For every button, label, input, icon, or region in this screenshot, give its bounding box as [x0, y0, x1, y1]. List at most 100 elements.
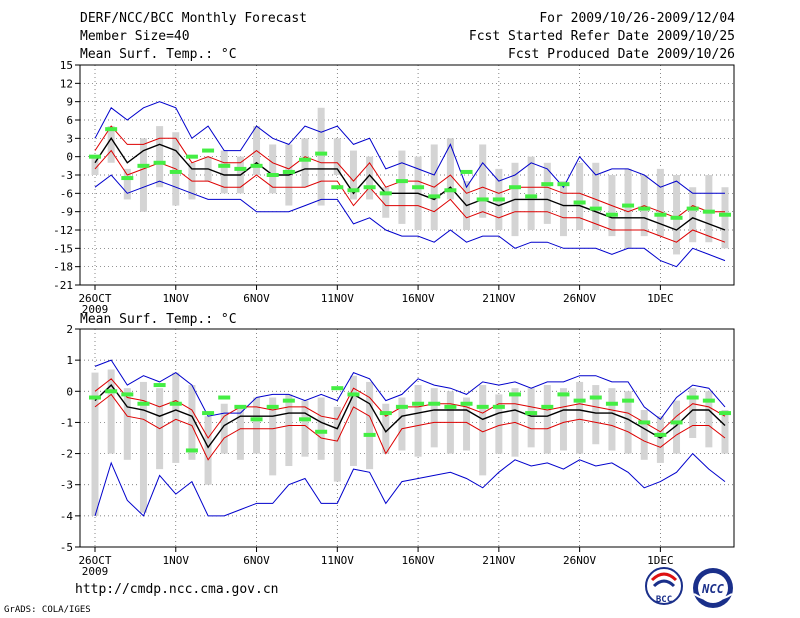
y-tick-label: -21	[53, 279, 73, 292]
y-tick-label: 3	[66, 132, 73, 145]
ensemble-box	[495, 394, 503, 454]
ensemble-box	[656, 416, 664, 463]
x-tick-label: 16NOV	[402, 554, 435, 567]
ensemble-box	[673, 400, 681, 454]
marker-bar	[282, 398, 295, 403]
y-tick-label: 0	[66, 151, 73, 164]
ensemble-box	[592, 385, 600, 445]
ensemble-box	[349, 150, 357, 200]
ensemble-box	[446, 138, 454, 200]
marker-bar	[654, 432, 667, 437]
marker-bar	[363, 185, 376, 190]
ensemble-box	[640, 409, 648, 460]
y-tick-label: -3	[60, 479, 73, 492]
marker-bar	[266, 404, 279, 409]
max-line	[94, 101, 725, 194]
marker-bar	[105, 127, 118, 132]
marker-bar	[218, 163, 231, 168]
ensemble-box	[285, 394, 293, 467]
ncc-logo: NCC	[693, 568, 733, 608]
y-tick-label: 2	[66, 323, 73, 336]
marker-bar	[282, 169, 295, 174]
marker-bar	[202, 411, 215, 416]
marker-bar	[428, 194, 441, 199]
ensemble-box	[123, 168, 131, 200]
x-tick-label: 1NOV	[163, 554, 190, 567]
marker-bar	[412, 185, 425, 190]
ensemble-mean-line	[94, 384, 726, 449]
marker-bar	[266, 173, 279, 177]
ensemble-box	[366, 381, 374, 470]
marker-bar	[412, 401, 425, 406]
plot-frame	[79, 328, 735, 548]
marker-bar	[719, 212, 731, 217]
ensemble-box	[656, 168, 664, 237]
y-tick-label: -9	[60, 206, 73, 219]
ensemble-box	[527, 156, 535, 230]
y-tick-label: -18	[53, 261, 73, 274]
marker-bar	[234, 166, 247, 171]
marker-bar	[315, 151, 328, 156]
lower-spread-line	[94, 393, 726, 461]
ensemble-box	[689, 388, 697, 438]
ensemble-box	[317, 107, 325, 206]
ensemble-box	[559, 388, 567, 451]
marker-bar	[605, 401, 618, 406]
chart-panel-1: 15 12 9 6 3 0 -3 -6 -9 -12 -15 -18 -21 26OCT 1NOV 6NOV 1…	[53, 59, 735, 327]
x-tick-label: 26OCT	[78, 292, 111, 305]
marker-bar	[137, 401, 150, 406]
start-date-label: Fcst Started Refer Date 2009/10/25	[468, 29, 735, 44]
x-tick-label: 1DEC	[647, 554, 674, 567]
ensemble-box	[156, 126, 164, 188]
ensemble-box	[188, 385, 196, 460]
plot-frame	[79, 64, 735, 286]
y-tick-label: 12	[60, 77, 73, 90]
marker-bar	[589, 206, 602, 211]
x-tick-label: 16NOV	[402, 292, 435, 305]
ensemble-box	[253, 397, 261, 454]
ensemble-box	[430, 388, 438, 448]
marker-bar	[460, 169, 473, 174]
marker-bar	[169, 169, 182, 174]
ensemble-mean-line	[94, 137, 726, 231]
ensemble-box	[624, 168, 632, 249]
ensemble-box	[382, 403, 390, 454]
marker-bar	[185, 154, 198, 159]
marker-bar	[622, 203, 635, 208]
x-tick-label: 21NOV	[482, 554, 515, 567]
marker-bar	[492, 404, 505, 409]
y-tick-label: -3	[60, 169, 73, 182]
ensemble-box	[576, 162, 584, 230]
marker-bar	[492, 197, 505, 202]
y-tick-label: -4	[60, 510, 74, 523]
bcc-logo-text: BCC	[656, 595, 672, 605]
ensemble-box	[139, 381, 147, 513]
y-tick-label: 0	[66, 385, 73, 398]
marker-bar	[638, 420, 651, 425]
x-tick-label: 26OCT	[78, 554, 111, 567]
ensemble-box	[333, 406, 341, 482]
x-tick-label: 6NOV	[243, 292, 270, 305]
ensemble-box	[479, 144, 487, 218]
ensemble-box	[721, 409, 729, 454]
marker-bar	[153, 160, 166, 165]
ensemble-box	[721, 187, 729, 249]
marker-bar	[250, 163, 263, 168]
marker-bar	[476, 197, 489, 202]
marker-bar	[315, 429, 328, 434]
source-url: http://cmdp.ncc.cma.gov.cn	[75, 582, 279, 597]
ensemble-box	[576, 381, 584, 454]
marker-bar	[686, 206, 699, 211]
ensemble-box	[705, 175, 713, 243]
marker-bar	[121, 176, 134, 181]
ensemble-box	[220, 150, 228, 194]
variable-label: Mean Surf. Temp.: °C	[80, 47, 237, 62]
ensemble-box	[301, 400, 309, 457]
ensemble-box	[172, 372, 180, 463]
marker-bar	[299, 417, 311, 422]
marker-bar	[105, 389, 118, 394]
marker-bar	[234, 404, 247, 409]
marker-bar	[557, 182, 570, 187]
